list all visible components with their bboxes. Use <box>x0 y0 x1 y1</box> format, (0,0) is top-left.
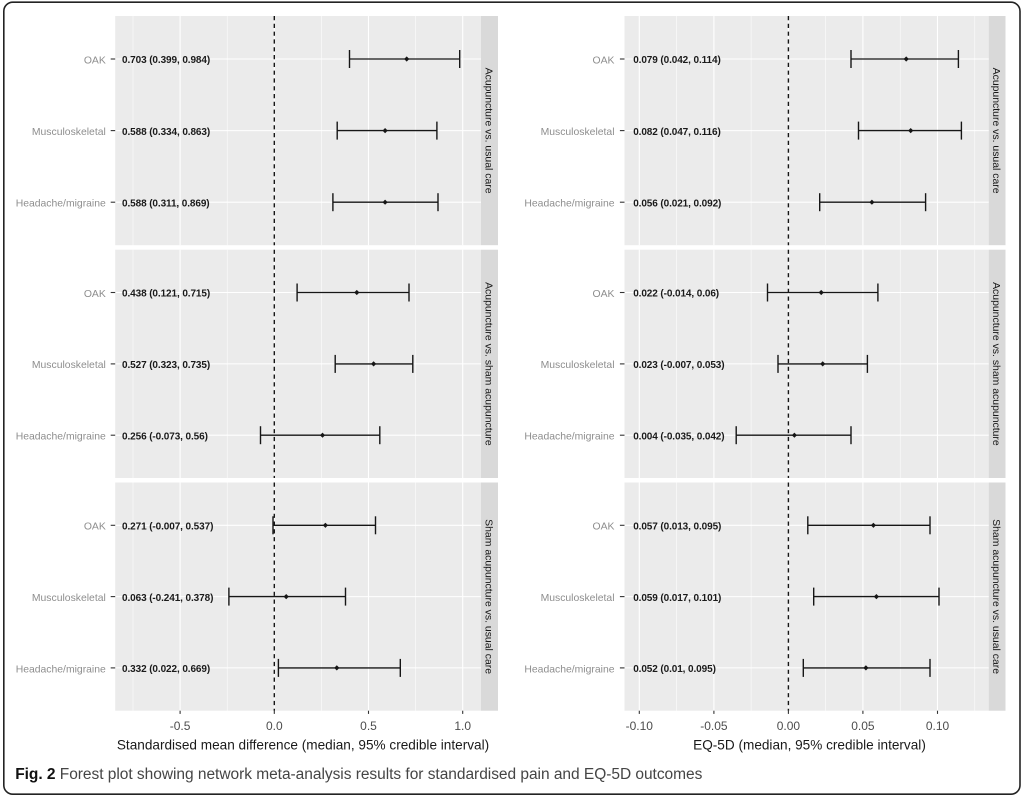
svg-text:0.438 (0.121, 0.715): 0.438 (0.121, 0.715) <box>122 289 210 300</box>
svg-text:0.588 (0.311, 0.869): 0.588 (0.311, 0.869) <box>122 198 210 209</box>
svg-text:Musculoskeletal: Musculoskeletal <box>32 127 106 138</box>
svg-text:0.332 (0.022, 0.669): 0.332 (0.022, 0.669) <box>122 664 210 675</box>
svg-text:Sham acupuncture vs. usual car: Sham acupuncture vs. usual care <box>990 519 1001 674</box>
svg-text:0.5: 0.5 <box>360 719 377 733</box>
svg-text:0.588 (0.334, 0.863): 0.588 (0.334, 0.863) <box>122 127 210 138</box>
svg-text:Sham acupuncture vs. usual car: Sham acupuncture vs. usual care <box>482 519 493 674</box>
svg-text:0.022 (-0.014, 0.06): 0.022 (-0.014, 0.06) <box>633 289 719 300</box>
svg-text:0.10: 0.10 <box>926 719 950 733</box>
svg-text:0.271 (-0.007, 0.537): 0.271 (-0.007, 0.537) <box>122 522 213 533</box>
svg-text:0.527 (0.323, 0.735): 0.527 (0.323, 0.735) <box>122 360 210 371</box>
svg-text:OAK: OAK <box>84 289 106 300</box>
svg-text:1.0: 1.0 <box>454 719 471 733</box>
svg-text:OAK: OAK <box>593 522 615 533</box>
svg-text:0.082 (0.047, 0.116): 0.082 (0.047, 0.116) <box>633 127 721 138</box>
svg-text:0.00: 0.00 <box>777 719 801 733</box>
svg-text:Headache/migraine: Headache/migraine <box>16 432 106 443</box>
svg-text:OAK: OAK <box>84 55 106 66</box>
svg-text:0.05: 0.05 <box>851 719 875 733</box>
svg-text:EQ-5D (median, 95% credible in: EQ-5D (median, 95% credible interval) <box>693 738 926 753</box>
svg-text:0.052 (0.01, 0.095): 0.052 (0.01, 0.095) <box>633 664 716 675</box>
svg-text:-0.05: -0.05 <box>700 719 728 733</box>
svg-text:Headache/migraine: Headache/migraine <box>524 199 614 210</box>
svg-text:0.0: 0.0 <box>266 719 283 733</box>
svg-text:OAK: OAK <box>593 289 615 300</box>
svg-text:-0.5: -0.5 <box>170 719 191 733</box>
svg-text:0.256 (-0.073, 0.56): 0.256 (-0.073, 0.56) <box>122 431 208 442</box>
svg-text:OAK: OAK <box>593 55 615 66</box>
svg-text:Standardised mean difference (: Standardised mean difference (median, 95… <box>117 738 489 753</box>
svg-text:Musculoskeletal: Musculoskeletal <box>32 593 106 604</box>
svg-text:Headache/migraine: Headache/migraine <box>16 199 106 210</box>
svg-text:Musculoskeletal: Musculoskeletal <box>541 593 615 604</box>
svg-text:0.079 (0.042, 0.114): 0.079 (0.042, 0.114) <box>633 55 721 66</box>
svg-text:0.703 (0.399, 0.984): 0.703 (0.399, 0.984) <box>122 55 210 66</box>
svg-text:Headache/migraine: Headache/migraine <box>524 432 614 443</box>
svg-text:Acupuncture vs. usual care: Acupuncture vs. usual care <box>482 68 493 194</box>
svg-text:-0.10: -0.10 <box>626 719 654 733</box>
svg-text:0.023 (-0.007, 0.053): 0.023 (-0.007, 0.053) <box>633 360 724 371</box>
svg-text:0.004 (-0.035, 0.042): 0.004 (-0.035, 0.042) <box>633 431 724 442</box>
svg-text:Acupuncture vs. sham acupunctu: Acupuncture vs. sham acupuncture <box>990 282 1001 446</box>
svg-text:Headache/migraine: Headache/migraine <box>524 664 614 675</box>
svg-text:0.057 (0.013, 0.095): 0.057 (0.013, 0.095) <box>633 522 721 533</box>
svg-text:0.063 (-0.241, 0.378): 0.063 (-0.241, 0.378) <box>122 593 213 604</box>
svg-text:0.059 (0.017, 0.101): 0.059 (0.017, 0.101) <box>633 593 721 604</box>
svg-text:Musculoskeletal: Musculoskeletal <box>32 360 106 371</box>
svg-text:OAK: OAK <box>84 522 106 533</box>
svg-text:Musculoskeletal: Musculoskeletal <box>541 127 615 138</box>
svg-text:Acupuncture vs. usual care: Acupuncture vs. usual care <box>990 68 1001 194</box>
svg-text:Fig. 2 Forest plot showing net: Fig. 2 Forest plot showing network meta-… <box>15 766 702 783</box>
svg-text:Musculoskeletal: Musculoskeletal <box>541 360 615 371</box>
svg-text:Acupuncture vs. sham acupunctu: Acupuncture vs. sham acupuncture <box>482 282 493 446</box>
svg-text:0.056 (0.021, 0.092): 0.056 (0.021, 0.092) <box>633 198 721 209</box>
svg-text:Headache/migraine: Headache/migraine <box>16 664 106 675</box>
